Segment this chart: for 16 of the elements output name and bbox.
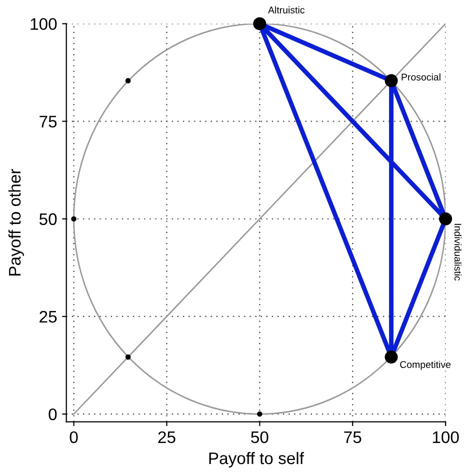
- annotation: Altruistic: [268, 6, 304, 14]
- x-tick-label: 25: [158, 431, 176, 444]
- x-axis-title: Payoff to self: [209, 452, 304, 468]
- x-tick-label: 100: [432, 431, 459, 444]
- y-axis-title: Payoff to other: [8, 169, 24, 276]
- annotation: Individualistic: [454, 224, 462, 281]
- y-tick-label: 100: [30, 18, 57, 30]
- y-tick-label: 0: [48, 408, 57, 420]
- annotation: Prosocial: [402, 73, 440, 81]
- x-tick-label: 75: [344, 432, 362, 444]
- annotation: Competitive: [400, 360, 451, 370]
- y-tick-label: 75: [40, 116, 57, 128]
- x-tick-label: 50: [251, 431, 268, 444]
- x-tick-label: 0: [70, 431, 78, 444]
- y-tick-label: 25: [40, 310, 57, 323]
- y-tick-label: 50: [39, 213, 57, 226]
